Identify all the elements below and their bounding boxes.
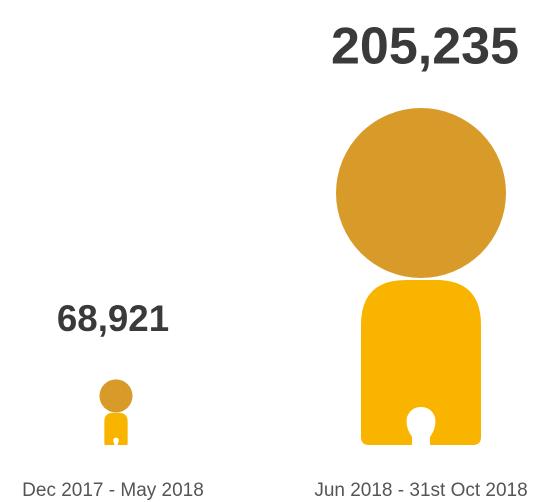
figure-body <box>104 412 128 445</box>
figure <box>336 108 506 445</box>
value-label: 205,235 <box>331 17 519 75</box>
figure <box>99 379 133 445</box>
value-label: 68,921 <box>57 298 169 339</box>
figure-head <box>336 108 506 278</box>
category-label: Jun 2018 - 31st Oct 2018 <box>314 480 527 501</box>
category-label: Dec 2017 - May 2018 <box>22 480 204 501</box>
figure-body <box>361 280 481 445</box>
figure-head <box>99 379 133 413</box>
